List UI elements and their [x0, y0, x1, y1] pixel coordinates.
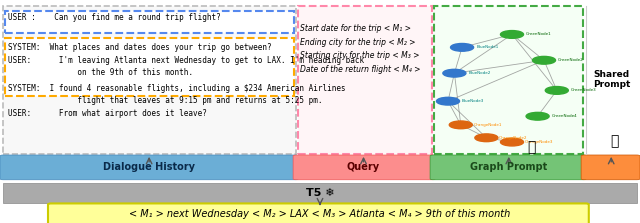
- FancyBboxPatch shape: [293, 155, 435, 180]
- FancyBboxPatch shape: [3, 6, 296, 154]
- Circle shape: [449, 121, 472, 129]
- Text: OrangeNode1: OrangeNode1: [474, 123, 502, 127]
- Text: Query: Query: [347, 162, 380, 172]
- FancyBboxPatch shape: [430, 155, 586, 180]
- FancyBboxPatch shape: [581, 155, 640, 180]
- FancyBboxPatch shape: [0, 155, 298, 180]
- Text: GreenNode1: GreenNode1: [526, 32, 552, 36]
- Text: GreenNode4: GreenNode4: [552, 114, 577, 118]
- FancyBboxPatch shape: [434, 6, 583, 154]
- Text: OrangeNode2: OrangeNode2: [499, 136, 528, 140]
- FancyBboxPatch shape: [48, 203, 589, 223]
- Text: T5 ❄: T5 ❄: [306, 188, 334, 198]
- Text: BlueNode3: BlueNode3: [462, 99, 484, 103]
- Circle shape: [500, 31, 524, 38]
- Text: 🔥: 🔥: [527, 140, 536, 155]
- Circle shape: [443, 69, 466, 77]
- Text: Shared
Prompt: Shared Prompt: [593, 70, 630, 89]
- Circle shape: [500, 138, 524, 146]
- Circle shape: [475, 134, 498, 142]
- Text: GreenNode3: GreenNode3: [571, 88, 596, 92]
- Text: GreenNode2: GreenNode2: [558, 58, 584, 62]
- FancyBboxPatch shape: [5, 11, 294, 33]
- Text: 🔥: 🔥: [610, 134, 619, 148]
- Text: Start date for the trip < M₁ >
Ending city for the trip < M₂ >
Starting city for: Start date for the trip < M₁ > Ending ci…: [300, 24, 420, 74]
- Text: USER :    Can you find me a round trip flight?: USER : Can you find me a round trip flig…: [8, 13, 220, 22]
- Circle shape: [436, 97, 460, 105]
- Text: SYSTEM:  I found 4 reasonable flights, including a $234 American Airlines
      : SYSTEM: I found 4 reasonable flights, in…: [8, 84, 346, 118]
- Text: SYSTEM:  What places and dates does your trip go between?
USER:      I'm leaving: SYSTEM: What places and dates does your …: [8, 43, 364, 77]
- FancyBboxPatch shape: [298, 6, 432, 154]
- Circle shape: [526, 112, 549, 120]
- Text: OrangeNode3: OrangeNode3: [525, 140, 554, 144]
- FancyBboxPatch shape: [3, 183, 637, 203]
- Text: BlueNode1: BlueNode1: [476, 45, 499, 49]
- Text: Dialogue History: Dialogue History: [103, 162, 195, 172]
- Text: < M₁ > next Wednesday < M₂ > LAX < M₃ > Atlanta < M₄ > 9th of this month: < M₁ > next Wednesday < M₂ > LAX < M₃ > …: [129, 209, 511, 219]
- Circle shape: [451, 43, 474, 51]
- Circle shape: [545, 87, 568, 94]
- Text: Graph Prompt: Graph Prompt: [470, 162, 547, 172]
- Text: BlueNode2: BlueNode2: [468, 71, 491, 75]
- FancyBboxPatch shape: [5, 38, 294, 96]
- Circle shape: [532, 56, 556, 64]
